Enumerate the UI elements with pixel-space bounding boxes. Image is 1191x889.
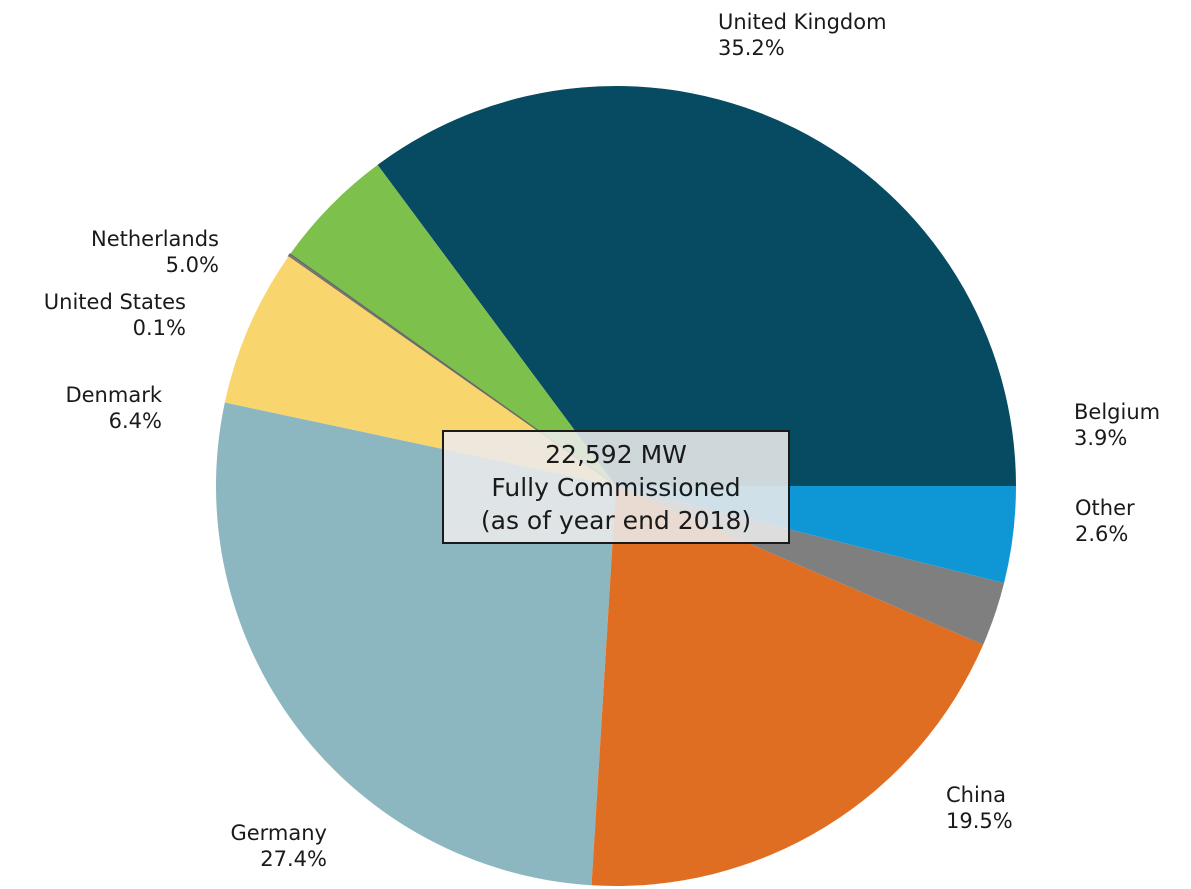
slice-value-united-states: 0.1% bbox=[133, 316, 186, 340]
slice-label-united-kingdom: United Kingdom bbox=[718, 10, 887, 34]
pie-slice-united-states bbox=[287, 253, 617, 487]
annotation-line-status: Fully Commissioned bbox=[491, 472, 741, 502]
pie-slice-china bbox=[591, 486, 984, 886]
slice-label-other: Other bbox=[1075, 496, 1135, 520]
slice-label-united-states: United States bbox=[44, 290, 186, 314]
slice-value-united-kingdom: 35.2% bbox=[718, 36, 785, 60]
slice-value-germany: 27.4% bbox=[260, 847, 327, 871]
slice-label-china: China bbox=[946, 783, 1006, 807]
slice-value-other: 2.6% bbox=[1075, 522, 1128, 546]
slice-value-denmark: 6.4% bbox=[109, 409, 162, 433]
annotation-line-date: (as of year end 2018) bbox=[480, 505, 752, 535]
total-capacity-annotation: 22,592 MW Fully Commissioned (as of year… bbox=[442, 430, 790, 544]
slice-value-belgium: 3.9% bbox=[1074, 426, 1127, 450]
pie-slice-netherlands bbox=[290, 164, 616, 486]
pie-slice-united-kingdom bbox=[377, 86, 1016, 486]
slice-value-netherlands: 5.0% bbox=[166, 253, 219, 277]
slice-label-germany: Germany bbox=[230, 821, 327, 845]
slice-label-denmark: Denmark bbox=[65, 383, 162, 407]
slice-label-netherlands: Netherlands bbox=[91, 227, 219, 251]
annotation-line-capacity: 22,592 MW bbox=[545, 439, 687, 469]
slice-label-belgium: Belgium bbox=[1074, 400, 1160, 424]
pie-slice-denmark bbox=[224, 256, 616, 486]
slice-value-china: 19.5% bbox=[946, 809, 1013, 833]
